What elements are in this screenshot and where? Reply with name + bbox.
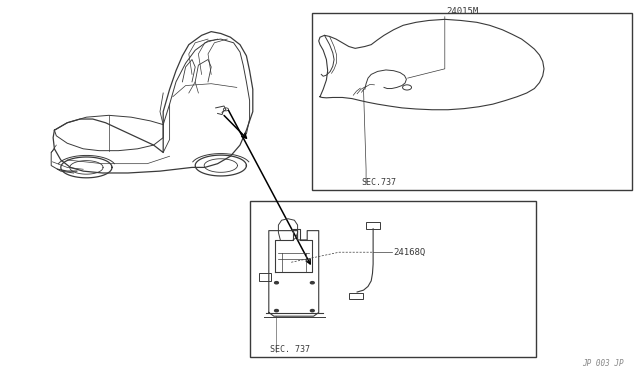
Circle shape [310,310,314,312]
Bar [349,293,363,299]
Bar [259,273,271,281]
Text: 24168Q: 24168Q [393,248,425,257]
Text: JP 003 JP: JP 003 JP [582,359,624,368]
Circle shape [275,310,278,312]
Text: SEC.737: SEC.737 [362,178,397,187]
Text: SEC. 737: SEC. 737 [270,345,310,354]
Circle shape [275,282,278,284]
Circle shape [310,282,314,284]
Bar [312,13,632,190]
Bar [366,222,380,229]
Text: 24015M: 24015M [446,7,478,16]
Bar [250,201,536,357]
